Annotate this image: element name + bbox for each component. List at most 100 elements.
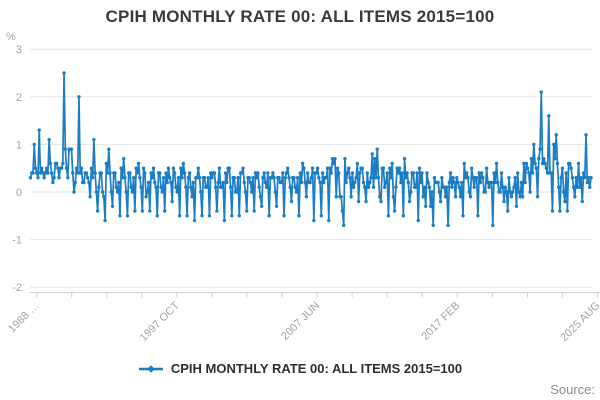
x-tick-label: 2025 AUG [558, 300, 600, 344]
data-point-marker [48, 161, 53, 166]
data-point-marker [542, 156, 546, 161]
y-tick-label: -2 [12, 282, 22, 294]
data-point-marker [522, 161, 526, 166]
data-point-marker [581, 171, 586, 175]
data-point-marker [186, 176, 191, 180]
data-point-marker [452, 180, 456, 185]
legend-item[interactable]: CPIH MONTHLY RATE 00: ALL ITEMS 2015=100 [0, 361, 600, 376]
data-point-marker [348, 176, 352, 180]
data-point-marker [493, 180, 497, 185]
data-point-marker [110, 204, 115, 208]
data-point-marker [519, 180, 524, 185]
data-point-marker [85, 176, 90, 180]
data-point-marker [469, 166, 474, 170]
data-point-marker [160, 190, 164, 194]
data-point-marker [62, 71, 66, 75]
data-point-marker [442, 185, 447, 189]
data-point-marker [51, 180, 55, 185]
data-point-marker [92, 137, 96, 142]
data-point-marker [573, 195, 577, 199]
data-point-marker [436, 180, 440, 185]
data-point-marker [564, 171, 568, 175]
data-point-marker [366, 185, 371, 189]
data-point-marker [391, 195, 396, 199]
data-point-marker [579, 176, 583, 180]
data-point-marker [167, 176, 172, 180]
data-point-marker [82, 180, 86, 185]
x-tick-label: 1997 OCT [138, 299, 183, 344]
data-point-marker [90, 176, 95, 180]
data-point-marker [394, 185, 398, 189]
data-point-marker [345, 171, 350, 175]
data-point-marker [221, 180, 225, 185]
data-point-marker [177, 214, 182, 218]
data-point-marker [241, 166, 245, 170]
data-point-marker [356, 199, 361, 204]
data-point-marker [340, 209, 345, 213]
data-point-marker [180, 176, 184, 180]
data-point-marker [427, 185, 432, 189]
data-point-marker [308, 180, 312, 185]
data-point-marker [131, 176, 136, 180]
data-point-marker [525, 166, 530, 170]
data-point-marker [443, 195, 448, 199]
data-point-marker [199, 190, 203, 194]
data-point-marker [524, 161, 529, 166]
data-point-marker [165, 180, 169, 185]
data-point-marker [585, 180, 589, 185]
data-point-marker [103, 218, 107, 223]
data-point-marker [320, 171, 325, 175]
data-point-marker [569, 166, 573, 170]
data-point-marker [88, 195, 92, 199]
data-point-marker [364, 199, 368, 204]
data-point-marker [502, 199, 506, 204]
data-point-marker [258, 195, 263, 199]
data-point-marker [215, 209, 219, 213]
data-point-marker [213, 185, 218, 189]
data-point-marker [293, 185, 297, 189]
data-point-marker [529, 156, 534, 161]
data-point-marker [378, 195, 382, 199]
data-point-marker [437, 190, 442, 194]
data-point-marker [361, 180, 366, 185]
data-point-marker [289, 199, 294, 204]
data-point-marker [216, 180, 220, 185]
x-tick-label: 1988 … [6, 300, 42, 336]
data-point-marker [163, 209, 167, 213]
data-point-marker [534, 166, 539, 170]
data-point-marker [419, 180, 423, 185]
data-point-marker [38, 171, 43, 175]
data-point-marker [146, 180, 151, 185]
data-point-marker [119, 166, 123, 170]
data-point-marker [438, 199, 443, 204]
data-point-marker [344, 180, 348, 185]
data-point-marker [31, 171, 35, 175]
data-point-marker [271, 171, 275, 175]
data-point-marker [206, 176, 210, 180]
data-point-marker [266, 171, 270, 175]
data-point-marker [503, 185, 507, 189]
data-point-marker [107, 147, 111, 151]
data-point-marker [210, 176, 214, 180]
data-point-marker [134, 166, 138, 170]
data-point-marker [491, 223, 495, 228]
data-point-marker [225, 180, 229, 185]
data-point-marker [515, 171, 520, 175]
data-point-marker [406, 180, 411, 185]
data-point-marker [84, 171, 89, 175]
data-point-marker [36, 176, 40, 180]
data-point-marker [341, 223, 346, 228]
data-point-marker [109, 190, 113, 194]
data-point-marker [232, 176, 237, 180]
data-point-marker [578, 185, 582, 189]
data-point-marker [63, 147, 67, 151]
data-point-marker [166, 166, 171, 170]
data-point-marker [43, 171, 48, 175]
data-point-marker [39, 166, 44, 170]
data-point-marker [448, 171, 453, 175]
data-point-marker [28, 176, 33, 180]
data-point-marker [552, 142, 556, 147]
data-point-marker [172, 171, 177, 175]
x-tick-label: 2007 JUN [279, 300, 322, 343]
